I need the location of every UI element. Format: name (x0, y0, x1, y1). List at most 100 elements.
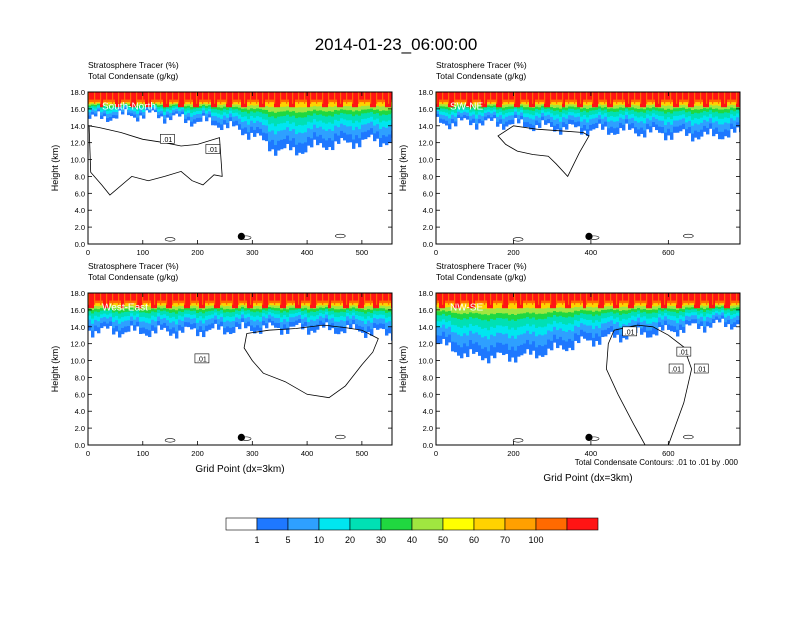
stratosphere-cap (367, 293, 371, 301)
x-tick-label: 300 (246, 449, 259, 458)
x-tick-label: 500 (356, 248, 369, 257)
stratosphere-cap (649, 92, 653, 100)
contour-label-box (194, 353, 210, 364)
cap-streak (616, 293, 618, 305)
stratosphere-cap (601, 293, 605, 309)
y-tick-label: 2.0 (75, 424, 85, 433)
stratosphere-cap (94, 92, 98, 100)
stratosphere-cap (172, 92, 176, 100)
colorbar-swatch (225, 517, 258, 531)
y-axis-label: Height (km) (50, 145, 60, 192)
stratosphere-cap (502, 92, 506, 100)
stratosphere-cap (286, 92, 290, 100)
stratosphere-cap (592, 92, 596, 108)
y-tick-label: 4.0 (75, 206, 85, 215)
stratosphere-cap (373, 293, 377, 309)
stratosphere-cap (595, 92, 599, 108)
colorbar-swatch (380, 517, 413, 531)
stratosphere-cap (478, 293, 482, 301)
tracer-field (88, 293, 392, 445)
cap-streak (550, 293, 552, 305)
cap-streak (628, 92, 630, 104)
section-label: SW-NE (450, 102, 483, 113)
stratosphere-cap (436, 293, 440, 301)
stratosphere-cap (607, 293, 611, 301)
cap-streak (388, 92, 390, 104)
cap-streak (250, 293, 252, 305)
cap-streak (352, 92, 354, 104)
stratosphere-cap (184, 92, 188, 100)
stratosphere-cap (232, 293, 236, 309)
y-tick-label: 8.0 (423, 172, 433, 181)
contour-label: .01 (696, 367, 706, 374)
stratosphere-cap (124, 92, 128, 100)
stratosphere-cap (472, 92, 476, 100)
stratosphere-cap (199, 92, 203, 100)
y-tick-label: 2.0 (75, 223, 85, 232)
colorbar-swatch (473, 517, 506, 531)
stratosphere-cap (139, 92, 143, 100)
stratosphere-cap (736, 293, 740, 301)
y-tick-label: 16.0 (70, 306, 85, 315)
cap-streak (724, 92, 726, 104)
stratosphere-cap (613, 92, 617, 100)
stratosphere-cap (259, 293, 263, 301)
cap-streak (190, 293, 192, 305)
stratosphere-cap (352, 92, 356, 108)
cap-streak (730, 92, 732, 104)
stratosphere-cap (361, 92, 365, 100)
colorbar-swatch (349, 517, 382, 531)
cap-streak (322, 293, 324, 305)
contour-label-box (205, 144, 221, 154)
cap-streak (634, 293, 636, 305)
y-tick-label: 18.0 (418, 88, 433, 97)
colorbar-label: 1 (254, 535, 259, 545)
stratosphere-cap (166, 92, 170, 108)
stratosphere-cap (91, 293, 95, 309)
stratosphere-cap (190, 92, 194, 100)
stratosphere-cap (232, 92, 236, 100)
stratosphere-cap (727, 92, 731, 100)
cap-streak (130, 293, 132, 305)
cap-streak (610, 293, 612, 305)
stratosphere-cap (340, 293, 344, 301)
stratosphere-cap (280, 92, 284, 100)
contour-label-box (160, 133, 175, 144)
stratosphere-cap (493, 293, 497, 301)
stratosphere-cap (214, 92, 218, 108)
stratosphere-cap (277, 293, 281, 301)
stratosphere-cap (592, 293, 596, 301)
stratosphere-cap (445, 293, 449, 301)
stratosphere-cap (493, 92, 497, 100)
cap-streak (538, 293, 540, 305)
stratosphere-cap (607, 92, 611, 108)
stratosphere-cap (97, 92, 101, 100)
stratosphere-cap (451, 293, 455, 301)
stratosphere-cap (346, 293, 350, 309)
stratosphere-cap (712, 92, 716, 100)
stratosphere-cap (676, 92, 680, 108)
cap-streak (442, 92, 444, 104)
stratosphere-cap (280, 293, 284, 309)
x-tick-label: 400 (301, 449, 314, 458)
cap-streak (736, 293, 738, 305)
location-marker (585, 433, 593, 441)
stratosphere-cap (112, 293, 116, 301)
cap-streak (184, 92, 186, 104)
stratosphere-cap (319, 92, 323, 100)
colorbar-swatch (411, 517, 444, 531)
stratosphere-cap (619, 293, 623, 301)
stratosphere-cap (181, 92, 185, 108)
stratosphere-cap (622, 293, 626, 301)
stratosphere-cap (316, 293, 320, 301)
stratosphere-cap (352, 293, 356, 301)
cap-streak (460, 92, 462, 104)
stratosphere-cap (460, 92, 464, 100)
cap-streak (730, 293, 732, 305)
stratosphere-cap (142, 293, 146, 301)
colorbar-swatch (535, 517, 568, 531)
stratosphere-cap (709, 92, 713, 100)
stratosphere-cap (388, 92, 392, 108)
stratosphere-cap (118, 293, 122, 301)
